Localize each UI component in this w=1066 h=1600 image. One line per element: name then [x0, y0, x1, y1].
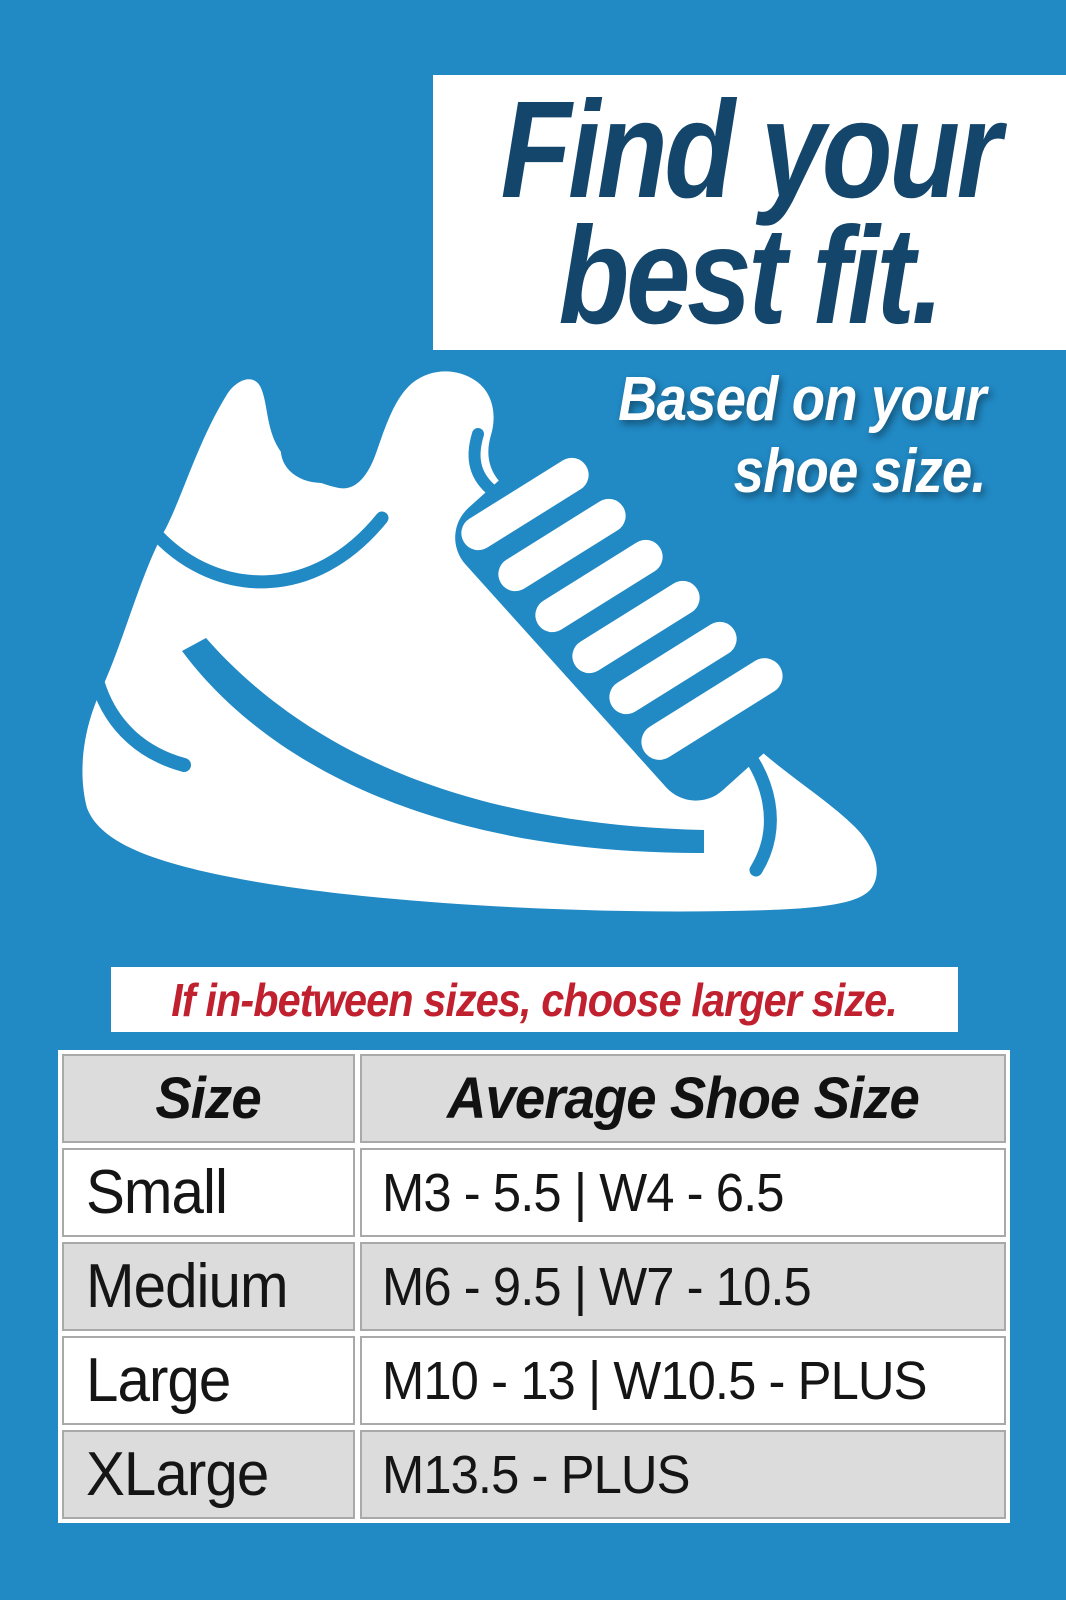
shoe-collar-seam [151, 511, 389, 589]
size-cell-small: Small [62, 1148, 355, 1237]
hero-subtitle-line2: shoe size. [734, 437, 987, 506]
range-cell-medium: M6 - 9.5 | W7 - 10.5 [360, 1242, 1006, 1331]
shoe-heel-seam [91, 677, 191, 772]
shoe-lace-bar [572, 580, 700, 674]
table-header-average-shoe-size: Average Shoe Size [360, 1054, 1006, 1143]
shoe-lace-bar [609, 621, 737, 715]
shoe-tongue-seam [468, 428, 500, 498]
hero-subtitle-line1: Based on your [618, 365, 986, 434]
notice-text: If in-between sizes, choose larger size. [171, 973, 898, 1026]
size-cell-large: Large [62, 1336, 355, 1425]
shoe-lace-bar [498, 498, 626, 592]
shoe-sole-seam [182, 638, 704, 854]
notice-banner: If in-between sizes, choose larger size. [111, 967, 958, 1032]
size-table: Size Average Shoe Size Small M3 - 5.5 | … [58, 1050, 1010, 1523]
size-cell-medium: Medium [62, 1242, 355, 1331]
hero-subtitle: Based on your shoe size. [618, 364, 986, 508]
running-shoe-icon [82, 371, 877, 912]
table-header-size: Size [62, 1054, 355, 1143]
shoe-lace-bar [461, 457, 589, 551]
shoe-lace-bar [641, 658, 783, 760]
size-cell-xlarge: XLarge [62, 1430, 355, 1519]
hero-title-line1: Find your [500, 72, 1002, 227]
shoe-ankle-opening [280, 404, 380, 484]
range-cell-small: M3 - 5.5 | W4 - 6.5 [360, 1148, 1006, 1237]
range-cell-xlarge: M13.5 - PLUS [360, 1430, 1006, 1519]
hero-title-line2: best fit. [558, 198, 944, 353]
range-cell-large: M10 - 13 | W10.5 - PLUS [360, 1336, 1006, 1425]
hero-title-box: Find your best fit. [433, 75, 1066, 350]
shoe-lace-bar [535, 539, 663, 633]
shoe-toe-seam [725, 727, 777, 877]
